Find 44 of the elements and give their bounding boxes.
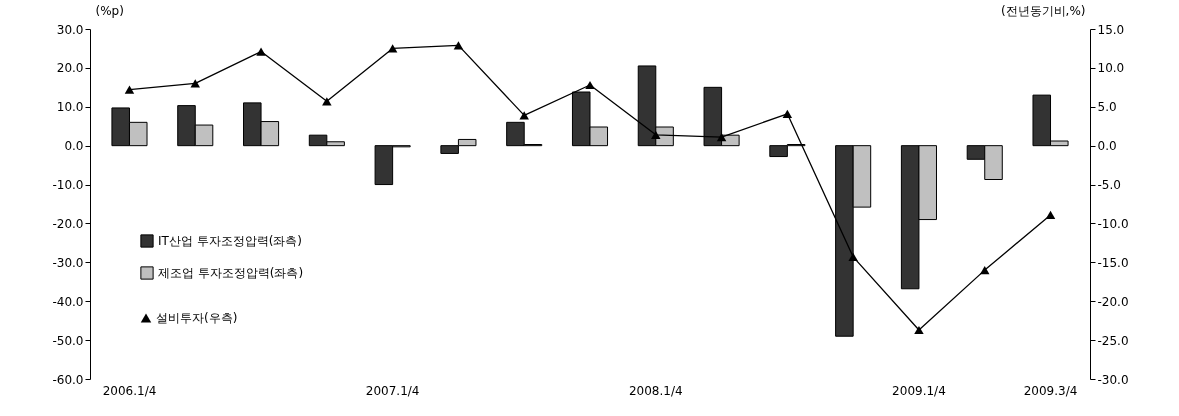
y2-tick-label: 10.0 bbox=[1097, 61, 1125, 76]
y2-tick-label: -30.0 bbox=[1097, 372, 1129, 387]
y-tick-label: 20.0 bbox=[56, 61, 84, 76]
y2-tick-label: 15.0 bbox=[1097, 22, 1125, 37]
x-tick-label: 2008.1/4 bbox=[628, 383, 683, 398]
legend-label: IT산업 투자조정압력(좌측) bbox=[158, 234, 303, 248]
point bbox=[387, 44, 398, 53]
y2-tick-label: -10.0 bbox=[1097, 216, 1129, 231]
y2-tick-label: -5.0 bbox=[1097, 178, 1121, 193]
point bbox=[651, 130, 661, 139]
x-tick-label: 2006.1/4 bbox=[102, 383, 157, 398]
point bbox=[519, 111, 529, 120]
y-axis-title: (%p) bbox=[95, 3, 124, 18]
point bbox=[585, 80, 595, 90]
x-tick-label: 2007.1/4 bbox=[365, 383, 420, 398]
y-tick-label: -40.0 bbox=[52, 294, 84, 309]
legend-label: 설비투자(우측) bbox=[156, 311, 238, 325]
y-tick-label: -30.0 bbox=[52, 255, 84, 270]
point bbox=[848, 252, 858, 261]
y-tick-label: 0.0 bbox=[64, 139, 84, 154]
point bbox=[782, 109, 793, 118]
y2-tick-label: 5.0 bbox=[1097, 100, 1117, 115]
y2-tick-label: 0.0 bbox=[1097, 139, 1117, 154]
y-tick-label: -20.0 bbox=[52, 216, 84, 231]
y-tick-label: -50.0 bbox=[52, 333, 84, 348]
y2-axis-title: (전년동기비,%) bbox=[1000, 3, 1086, 18]
point bbox=[914, 325, 924, 335]
y-tick-label: -10.0 bbox=[52, 178, 84, 193]
legend-label: 제조업 투자조정압력(좌측) bbox=[158, 266, 304, 280]
point bbox=[124, 85, 135, 94]
y2-tick-label: -20.0 bbox=[1097, 294, 1129, 309]
point bbox=[716, 133, 727, 142]
point bbox=[190, 79, 201, 88]
point bbox=[256, 47, 266, 56]
y2-tick-label: -25.0 bbox=[1097, 333, 1129, 348]
x-tick-label: 2009.1/4 bbox=[892, 383, 946, 398]
y-tick-label: 10.0 bbox=[56, 100, 84, 115]
point bbox=[453, 41, 464, 50]
y-tick-label: 30.0 bbox=[56, 22, 84, 37]
y-tick-label: -60.0 bbox=[52, 372, 84, 387]
point bbox=[979, 266, 990, 275]
x-tick-label: 2009.3/4 bbox=[1023, 383, 1078, 398]
y2-tick-label: -15.0 bbox=[1097, 255, 1129, 270]
point bbox=[1045, 210, 1056, 219]
